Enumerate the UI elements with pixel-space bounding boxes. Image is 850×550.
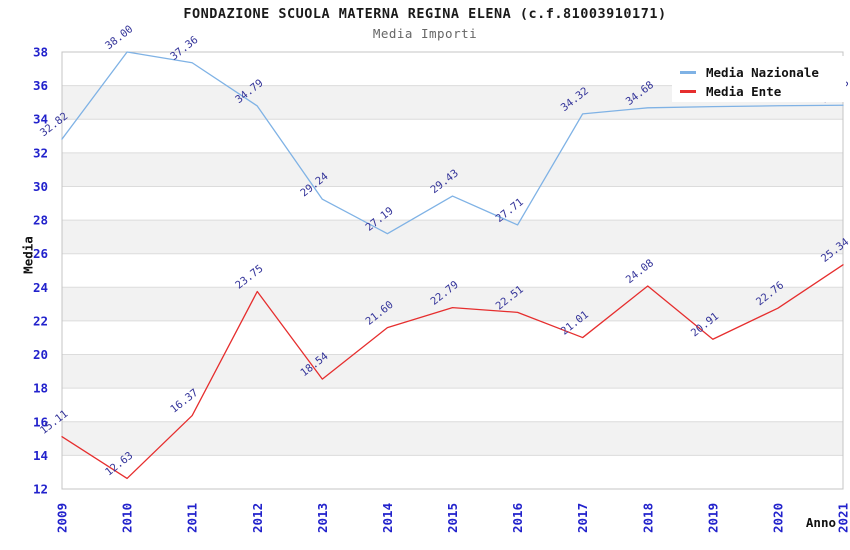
svg-text:2013: 2013 [315,503,330,533]
legend-swatch-nazionale-icon [680,71,696,74]
plot-border [61,51,844,490]
svg-text:38: 38 [33,45,48,60]
series-media-ente [61,264,844,480]
x-tick-labels: 2009 2010 2011 2012 2013 2014 2015 2016 2017 2018… [55,503,850,533]
svg-text:26: 26 [33,246,48,261]
svg-text:12: 12 [33,482,48,497]
svg-text:2011: 2011 [185,503,200,533]
svg-text:2020: 2020 [770,503,785,533]
legend-label-ente: Media Ente [706,84,782,99]
svg-text:14: 14 [33,448,48,463]
x-axis-title: Anno [805,515,836,530]
chart-subtitle: Media Importi [372,26,478,41]
svg-text:16: 16 [33,414,48,429]
svg-text:2017: 2017 [575,503,590,533]
svg-text:2010: 2010 [120,503,135,533]
chart-title: FONDAZIONE SCUOLA MATERNA REGINA ELENA (… [183,6,667,22]
legend-swatch-ente-icon [680,90,696,93]
svg-text:30: 30 [33,179,48,194]
legend-label-nazionale: Media Nazionale [706,65,819,80]
series-media-nazionale [61,51,844,235]
svg-text:38.00: 38.00 [103,23,135,52]
svg-text:2019: 2019 [705,503,720,533]
svg-text:28: 28 [33,213,48,228]
legend-item-media-ente: Media Ente [672,82,846,101]
svg-text:2015: 2015 [445,503,460,533]
svg-text:24: 24 [33,280,48,295]
y-tick-labels: 12 14 16 18 20 22 24 26 28 30 32 34 36 38 [33,45,48,497]
svg-text:2009: 2009 [55,503,70,533]
svg-text:2021: 2021 [836,503,850,533]
svg-text:2018: 2018 [640,503,655,533]
svg-text:18: 18 [33,381,48,396]
svg-text:24.08: 24.08 [624,257,656,286]
svg-text:32: 32 [33,145,48,160]
svg-text:2012: 2012 [250,503,265,533]
svg-text:37.36: 37.36 [168,34,200,63]
svg-text:16.37: 16.37 [168,387,200,416]
plot-bands [62,85,843,456]
svg-text:34: 34 [33,112,48,127]
svg-text:2014: 2014 [380,503,395,533]
legend: Media Nazionale Media Ente [672,56,846,102]
y-axis-title: Media [20,236,36,274]
legend-item-media-nazionale: Media Nazionale [672,63,846,82]
svg-text:36: 36 [33,78,48,93]
svg-text:2016: 2016 [510,503,525,533]
svg-text:20: 20 [33,347,48,362]
svg-text:22: 22 [33,313,48,328]
